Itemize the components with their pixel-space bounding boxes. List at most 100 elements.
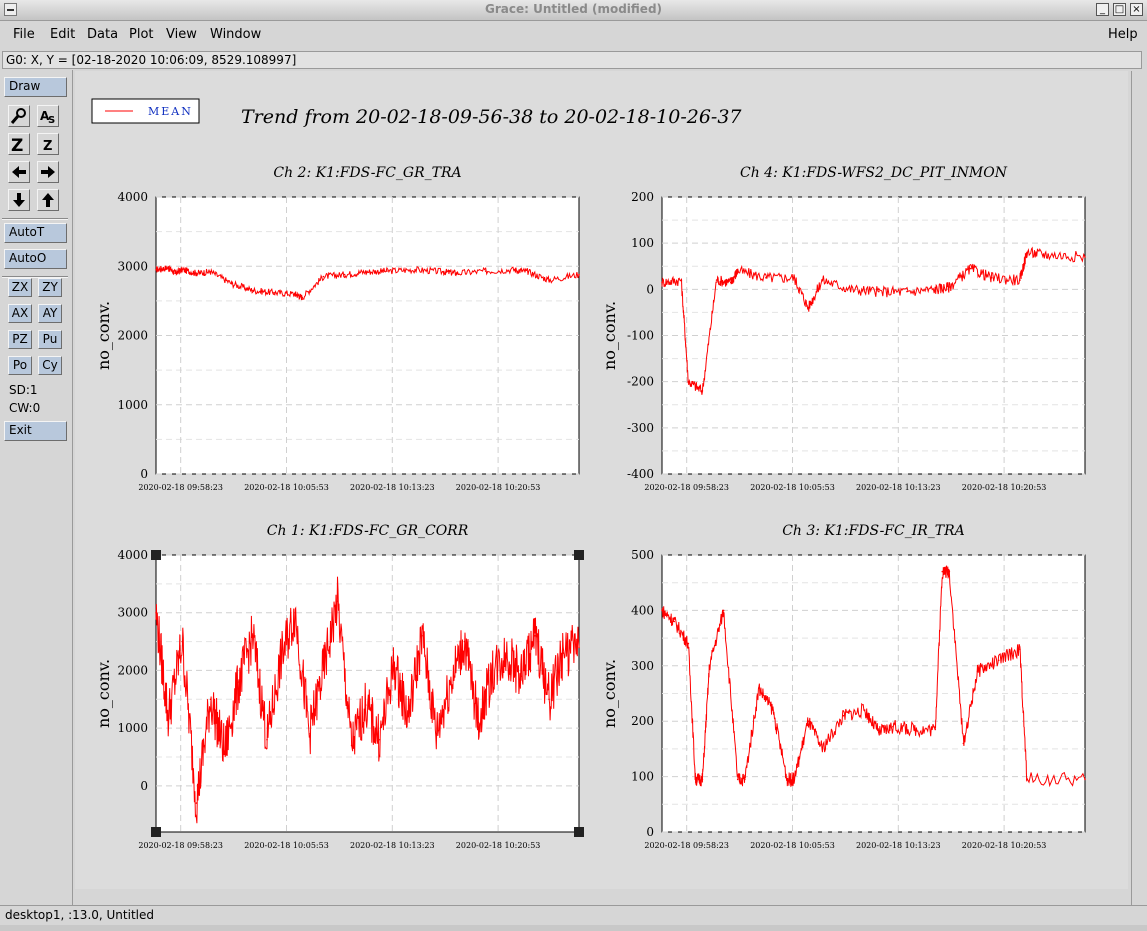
data-point: [350, 744, 353, 747]
y-tick-label: 2000: [117, 663, 148, 677]
data-point: [449, 681, 452, 683]
data-point: [562, 652, 564, 654]
exit-button[interactable]: Exit: [4, 421, 67, 441]
scroll-right-button[interactable]: [37, 161, 59, 183]
plot-canvas[interactable]: MEAN Trend from 20-02-18-09-56-38 to 20-…: [75, 71, 1128, 889]
data-point: [807, 307, 810, 309]
menu-help[interactable]: Help: [1108, 27, 1138, 42]
menu-plot[interactable]: Plot: [129, 27, 154, 42]
window-menu-icon[interactable]: [4, 3, 17, 16]
y-tick-label: 2000: [117, 329, 148, 343]
data-point: [863, 709, 866, 711]
menu-file[interactable]: File: [13, 27, 35, 42]
data-point: [477, 721, 480, 724]
data-point: [694, 778, 697, 781]
data-point: [548, 279, 550, 281]
menu-view[interactable]: View: [166, 27, 197, 42]
data-point: [578, 646, 580, 649]
selection-handle[interactable]: [574, 550, 584, 560]
scroll-left-button[interactable]: [8, 161, 30, 183]
arrow-down-icon: [13, 193, 25, 207]
autoscale-on-button[interactable]: AutoO: [4, 249, 67, 269]
graph-1[interactable]: 0 1000 2000 3000 4000 2020-02-18 09:58:23 2020…: [94, 165, 580, 492]
data-point: [1084, 778, 1086, 781]
draw-button[interactable]: Draw: [4, 77, 67, 97]
data-point: [962, 742, 965, 745]
data-point: [442, 271, 445, 273]
data-point: [793, 277, 795, 279]
y-tick-label: -100: [627, 329, 654, 343]
cycle-button[interactable]: Cy: [38, 356, 62, 375]
data-point: [527, 271, 529, 273]
scroll-down-button[interactable]: [8, 189, 30, 211]
y-tick-label: 0: [646, 282, 654, 296]
data-point: [821, 748, 824, 750]
data-point: [892, 725, 894, 728]
menu-data[interactable]: Data: [87, 27, 119, 42]
status-bar: desktop1, :13.0, Untitled: [0, 905, 1147, 925]
menu-window[interactable]: Window: [210, 27, 262, 42]
data-point: [976, 670, 979, 673]
close-button[interactable]: ×: [1130, 3, 1143, 16]
y-axis-label: no_conv.: [94, 301, 113, 370]
data-point: [765, 277, 767, 279]
autoscale-y-button[interactable]: AY: [38, 304, 62, 323]
minimize-button[interactable]: _: [1096, 3, 1109, 16]
series-line: [661, 246, 1086, 395]
graph-2[interactable]: -400 -300 -200 -100 0 100 200 2020-02-18 09:58:…: [600, 165, 1086, 492]
data-point: [1084, 256, 1086, 258]
arrow-right-icon: [41, 166, 55, 178]
maximize-button[interactable]: □: [1113, 3, 1126, 16]
data-point: [534, 635, 536, 637]
y-tick-label: 4000: [117, 190, 148, 204]
data-point: [336, 600, 339, 602]
z-small-icon: Z: [43, 139, 52, 153]
data-point: [786, 778, 788, 781]
data-point: [181, 268, 184, 271]
y-tick-label: 0: [646, 825, 654, 839]
y-axis-label: no_conv.: [94, 659, 113, 728]
selection-handle[interactable]: [574, 827, 584, 837]
graph-frame[interactable]: [155, 554, 580, 833]
data-point: [578, 273, 580, 276]
data-point: [379, 738, 381, 741]
data-point: [155, 611, 157, 614]
selection-handle[interactable]: [151, 550, 161, 560]
zoom-x-button[interactable]: ZX: [8, 278, 32, 297]
data-point: [414, 268, 416, 271]
data-point: [715, 279, 718, 281]
y-tick-label: 500: [631, 548, 654, 562]
x-tick-label: 2020-02-18 10:05:53: [244, 841, 329, 850]
graph-3[interactable]: 0 1000 2000 3000 4000 2020-02-18 09:58:23 2020…: [94, 523, 584, 850]
autotick-button[interactable]: AutoT: [4, 223, 67, 243]
autoscale-x-button[interactable]: AX: [8, 304, 32, 323]
data-point: [680, 279, 683, 281]
window-titlebar: Grace: Untitled (modified) _ □ ×: [0, 0, 1147, 21]
zoom-in-button[interactable]: Z: [8, 133, 30, 155]
graph-title: Ch 2: K1:FDS-FC_GR_TRA: [273, 165, 461, 181]
horizontal-scrollbar[interactable]: [0, 925, 1147, 931]
selection-handle[interactable]: [151, 827, 161, 837]
zoom-button[interactable]: [8, 105, 30, 127]
stack-depth-label: SD:1: [9, 383, 38, 397]
graph-4[interactable]: 0 100 200 300 400 500 2020-02-18 09:58:23 2020-…: [600, 523, 1086, 850]
menubar: File Edit Data Plot View Window Help: [0, 21, 1147, 48]
push-button[interactable]: Pu: [38, 330, 62, 349]
data-point: [463, 640, 466, 643]
push-zoom-button[interactable]: PZ: [8, 330, 32, 349]
data-point: [736, 778, 739, 781]
data-point: [513, 268, 515, 271]
data-point: [701, 390, 704, 392]
plot-area[interactable]: MEAN Trend from 20-02-18-09-56-38 to 20-…: [75, 71, 1128, 889]
svg-text:Z: Z: [43, 139, 52, 153]
vertical-scrollbar[interactable]: [1131, 71, 1146, 905]
zoom-out-button[interactable]: Z: [37, 133, 59, 155]
y-axis-label: no_conv.: [600, 301, 619, 370]
pop-button[interactable]: Po: [8, 356, 32, 375]
zoom-y-button[interactable]: ZY: [38, 278, 62, 297]
as-icon: AS: [40, 109, 55, 125]
menu-edit[interactable]: Edit: [50, 27, 76, 42]
scroll-up-button[interactable]: [37, 189, 59, 211]
data-point: [701, 778, 704, 781]
